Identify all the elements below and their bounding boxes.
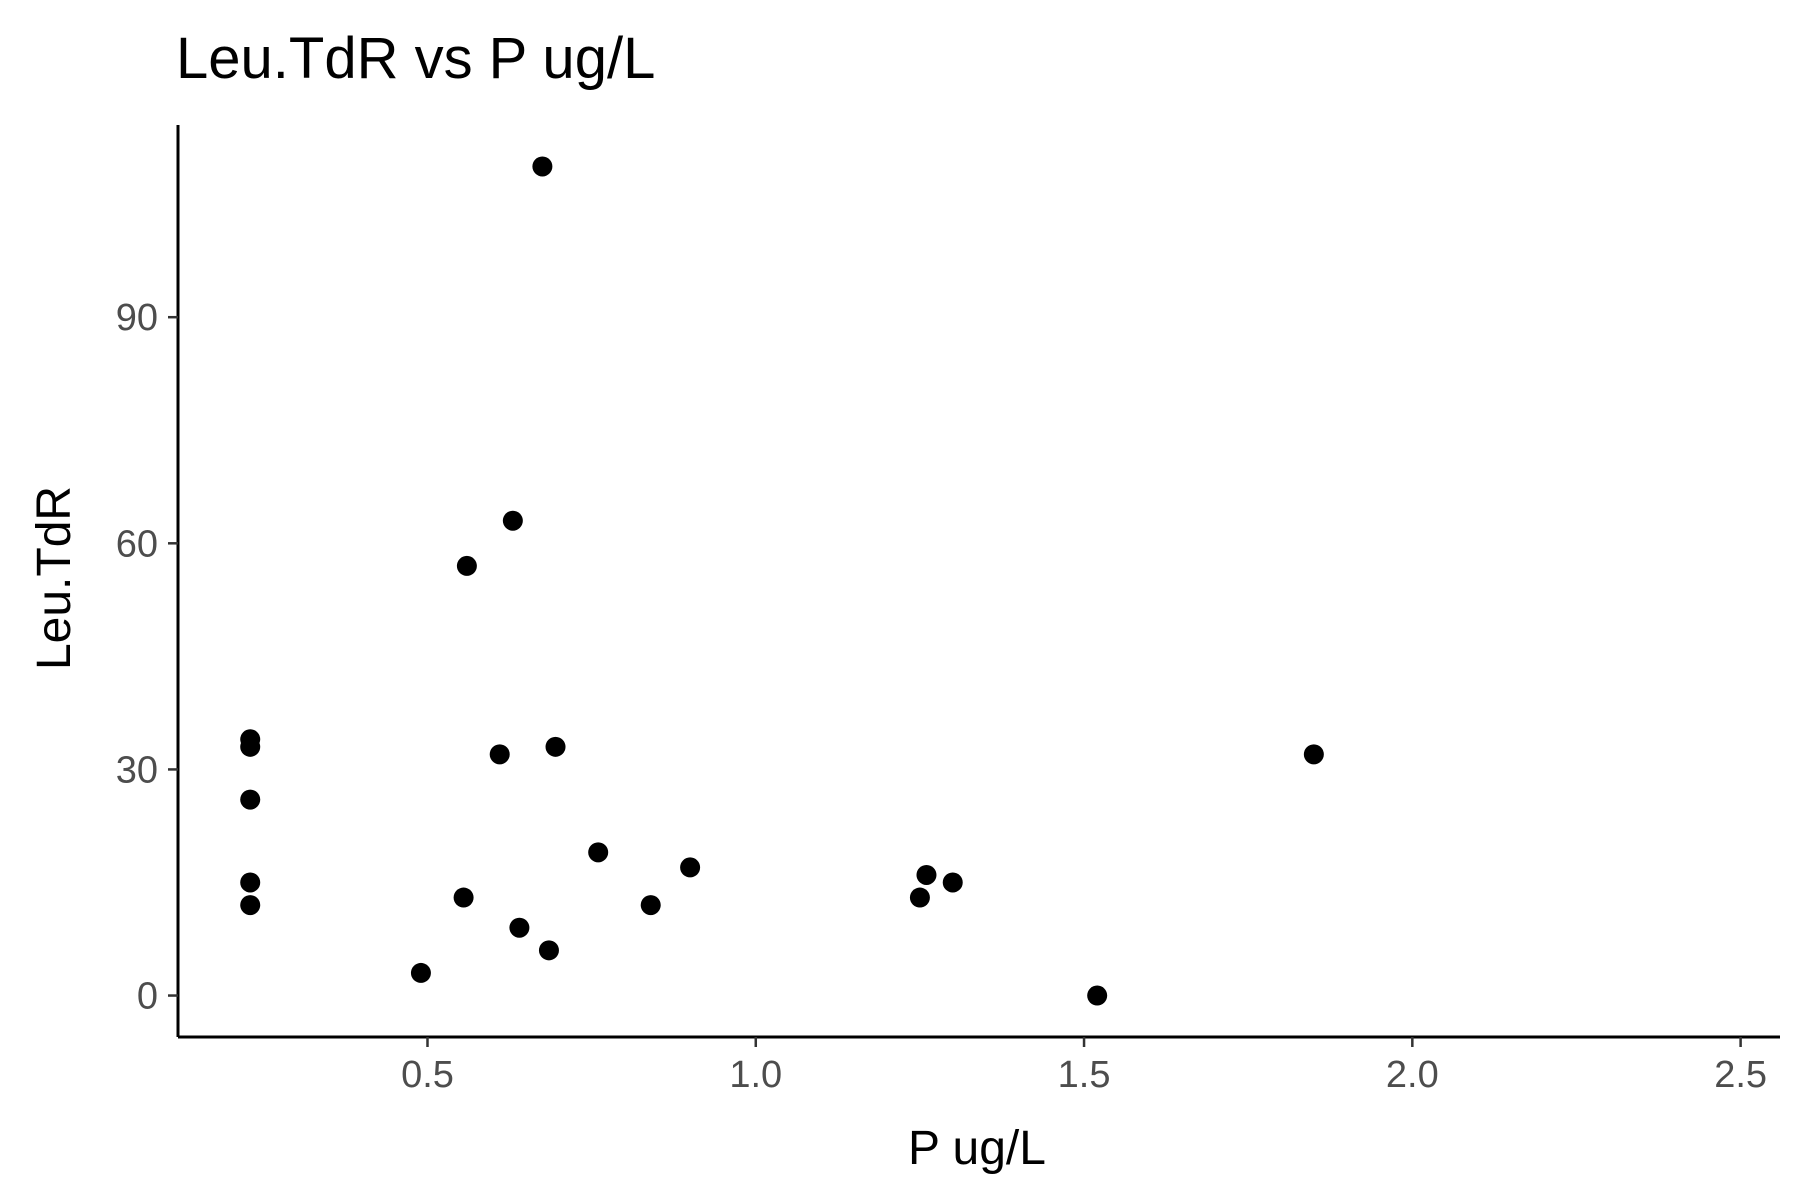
data-point [410,962,431,983]
data-point [538,940,559,961]
data-point [680,857,701,878]
data-point [240,789,261,810]
x-axis: 0.5 1.0 1.5 2.0 2.5 [178,1035,1780,1096]
data-point [502,510,523,531]
data-point [942,872,963,893]
data-point [640,895,661,916]
data-point [453,887,474,908]
y-tick-label: 30 [116,749,158,791]
data-point [1087,985,1108,1006]
data-point [909,887,930,908]
data-points [240,156,1324,1006]
x-tick-label: 0.5 [401,1054,454,1096]
y-axis-title: Leu.TdR [28,486,81,670]
data-point [916,864,937,885]
data-point [532,156,553,177]
chart-title: Leu.TdR vs P ug/L [176,26,655,91]
data-point [456,555,477,576]
data-point [545,736,566,757]
x-tick-label: 1.0 [729,1054,782,1096]
x-tick-label: 2.5 [1714,1054,1767,1096]
data-point [1303,744,1324,765]
data-point [240,736,261,757]
y-tick-label: 0 [137,976,158,1018]
y-tick-label: 90 [116,297,158,339]
y-tick-label: 60 [116,523,158,565]
x-tick-label: 1.5 [1058,1054,1111,1096]
x-axis-title: P ug/L [908,1122,1046,1175]
data-point [509,917,530,938]
data-point [489,744,510,765]
y-axis: 0 30 60 90 [116,125,180,1037]
data-point [240,872,261,893]
x-tick-label: 2.0 [1386,1054,1439,1096]
data-point [240,895,261,916]
data-point [588,842,609,863]
